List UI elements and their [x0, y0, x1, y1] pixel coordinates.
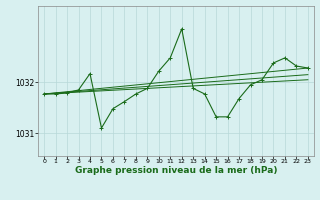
X-axis label: Graphe pression niveau de la mer (hPa): Graphe pression niveau de la mer (hPa) — [75, 166, 277, 175]
